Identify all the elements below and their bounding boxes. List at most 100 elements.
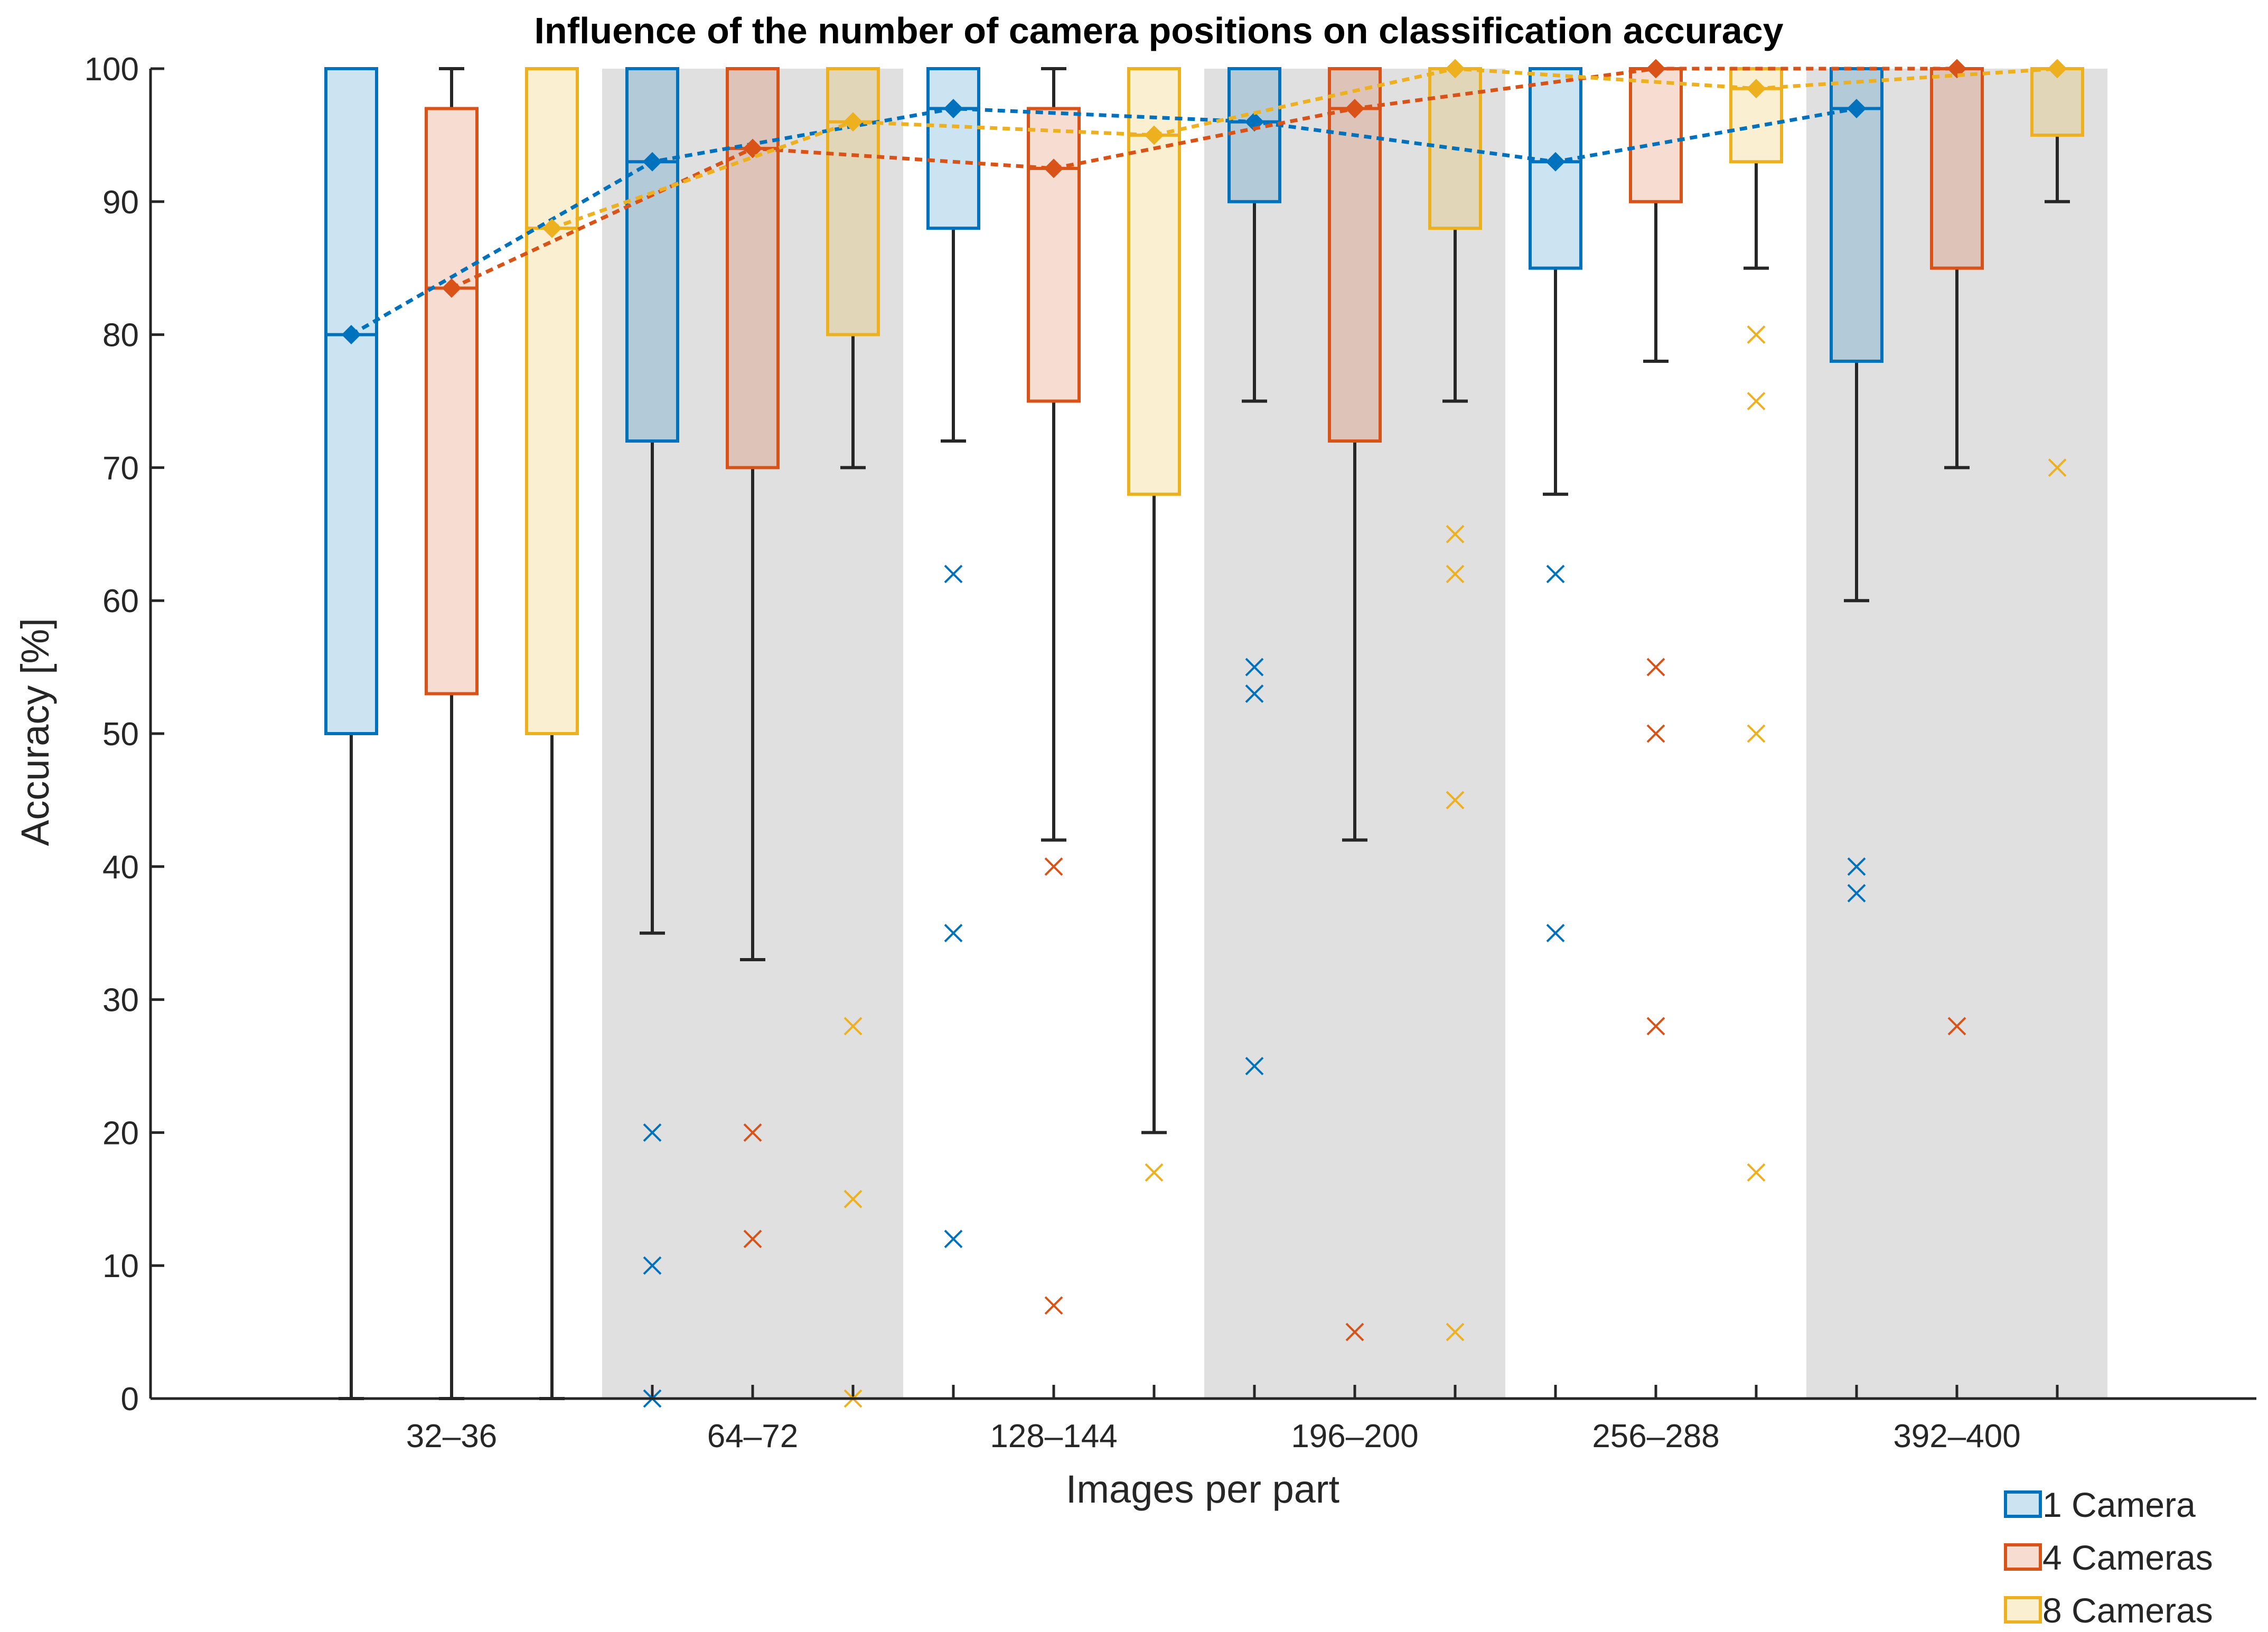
box-iqr [1027, 107, 1081, 403]
median-marker [743, 138, 763, 158]
median-marker [2047, 59, 2067, 79]
x-tick-label: 196–200 [1291, 1418, 1418, 1455]
outlier-marker [944, 1230, 963, 1249]
legend-entry: 1 Camera [2004, 1485, 2196, 1524]
median-marker [1947, 59, 1967, 79]
median-lines [341, 59, 2067, 345]
box-iqr [425, 107, 479, 696]
median-marker [1345, 99, 1365, 118]
legend-entry: 8 Cameras [2004, 1591, 2213, 1630]
outlier-marker [1044, 1296, 1063, 1315]
median-marker [642, 152, 662, 172]
outlier-marker [1847, 857, 1866, 876]
outlier-marker [944, 565, 963, 584]
box-iqr [1930, 67, 1984, 270]
outlier-marker [2048, 458, 2067, 477]
x-tick-label: 256–288 [1592, 1418, 1719, 1455]
outlier-marker [643, 1123, 662, 1142]
box-iqr [1629, 67, 1683, 203]
outlier-marker [1947, 1017, 1966, 1036]
box-iqr [2030, 67, 2084, 137]
legend-swatch [2004, 1490, 2042, 1518]
median-marker [943, 99, 963, 118]
box-iqr [1328, 67, 1382, 443]
outlier-marker [1446, 791, 1465, 810]
box-plots [324, 67, 2084, 1400]
box-1-3 [926, 67, 980, 443]
y-tick-label: 90 [102, 184, 139, 221]
y-tick-label: 20 [102, 1115, 139, 1151]
box-1-4 [1227, 67, 1281, 403]
median-marker [442, 278, 462, 298]
y-axis-ticks: 0 10 20 30 40 50 60 70 80 90 100 [85, 51, 164, 1418]
box-2-4 [1328, 67, 1382, 842]
box-2-2 [726, 67, 780, 962]
y-tick-label: 100 [85, 51, 139, 88]
box-iqr [525, 67, 579, 735]
median-marker [1545, 152, 1566, 172]
outlier-marker [1747, 392, 1766, 410]
median-trend-line [551, 67, 2058, 230]
legend-swatch [2004, 1543, 2042, 1571]
y-tick-label: 60 [102, 583, 139, 620]
x-tick-label: 392–400 [1893, 1418, 2020, 1455]
x-tick-label: 64–72 [707, 1418, 798, 1455]
legend-entry: 4 Cameras [2004, 1538, 2213, 1577]
outlier-marker [1646, 1017, 1665, 1036]
axes [149, 69, 2256, 1400]
outlier-marker [1847, 884, 1866, 903]
outlier-marker [1245, 658, 1264, 677]
outlier-marker [743, 1123, 762, 1142]
box-iqr [1227, 67, 1281, 203]
y-tick-label: 70 [102, 450, 139, 486]
legend: 1 Camera 4 Cameras 8 Cameras [2004, 1485, 2213, 1630]
box-3-3 [1127, 67, 1181, 1134]
x-tick-label: 128–144 [990, 1418, 1117, 1455]
box-iqr [926, 67, 980, 230]
outlier-marker [844, 1017, 863, 1036]
y-tick-label: 10 [102, 1248, 139, 1284]
box-iqr [324, 67, 378, 735]
median-marker [1445, 59, 1465, 79]
outlier-marker [1446, 1323, 1465, 1342]
legend-swatch [2004, 1596, 2042, 1624]
outlier-marker [743, 1230, 762, 1249]
outlier-marker [1646, 724, 1665, 743]
outlier-marker [1145, 1163, 1164, 1182]
box-iqr [726, 67, 780, 470]
outlier-marker [1747, 724, 1766, 743]
median-trend-line [350, 107, 1857, 336]
median-marker [1847, 99, 1867, 118]
outlier-marker [1245, 1057, 1264, 1075]
y-tick-label: 50 [102, 716, 139, 753]
outlier-marker [1446, 565, 1465, 584]
median-marker [542, 218, 562, 238]
median-marker [1746, 79, 1766, 99]
outlier-marker [944, 924, 963, 943]
outlier-marker [1747, 1163, 1766, 1182]
outlier-marker [1546, 924, 1565, 943]
box-1-1 [324, 67, 378, 1400]
outlier-marker [1747, 325, 1766, 344]
outlier-marker [1245, 684, 1264, 703]
box-1-5 [1529, 67, 1582, 496]
y-tick-label: 30 [102, 982, 139, 1019]
legend-label: 8 Cameras [2042, 1591, 2213, 1630]
box-2-5 [1629, 67, 1683, 363]
y-axis-title: Accuracy [%] [13, 618, 57, 846]
outlier-marker [1446, 524, 1465, 543]
y-tick-label: 40 [102, 849, 139, 886]
median-marker [1646, 59, 1666, 79]
y-tick-label: 80 [102, 317, 139, 354]
box-2-3 [1027, 67, 1081, 842]
legend-label: 4 Cameras [2042, 1538, 2213, 1577]
outlier-marker [1044, 857, 1063, 876]
x-tick-label: 32–36 [406, 1418, 497, 1455]
outlier-marker [1546, 565, 1565, 584]
legend-label: 1 Camera [2042, 1485, 2196, 1524]
chart-title: Influence of the number of camera positi… [534, 10, 1783, 51]
outlier-marker [1646, 658, 1665, 677]
box-iqr [826, 67, 880, 336]
outlier-marker [844, 1189, 863, 1208]
